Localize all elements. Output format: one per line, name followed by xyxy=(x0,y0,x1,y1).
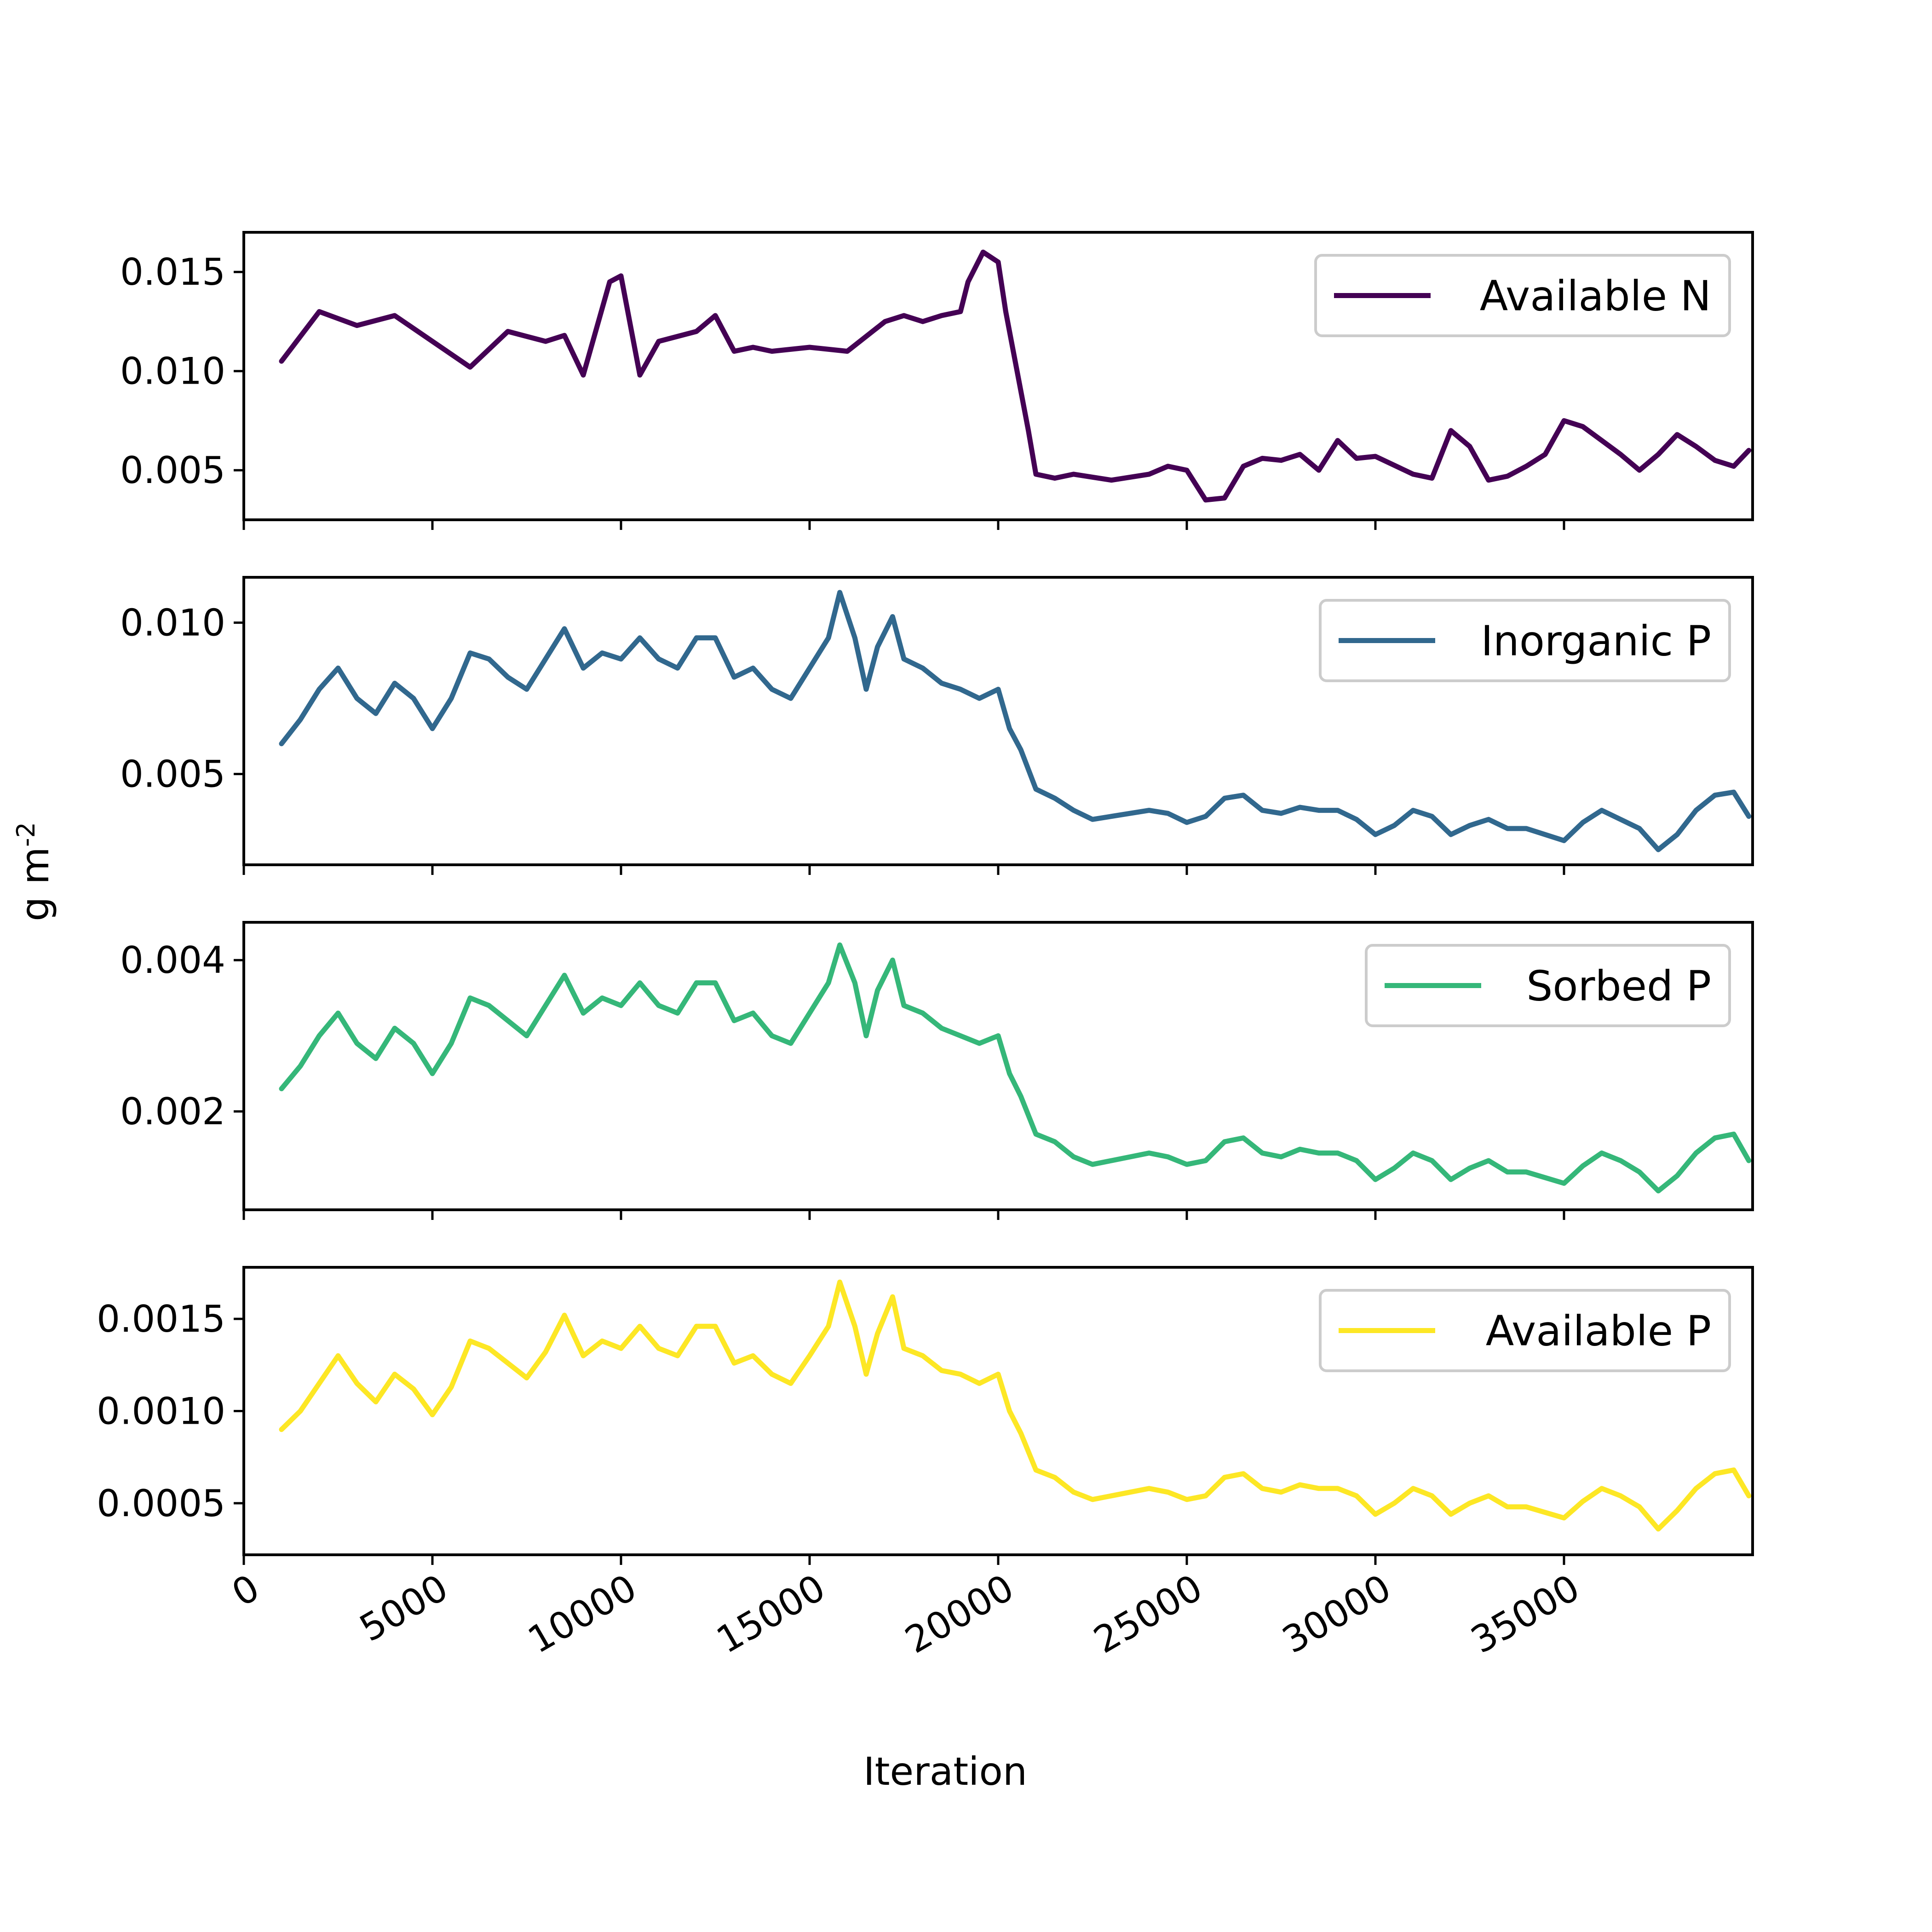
legend-box-3 xyxy=(1319,1289,1731,1372)
x-tick-label-3: 15000 xyxy=(709,1566,832,1662)
series-line-0 xyxy=(279,249,1752,503)
x-tick-label-0: 0 xyxy=(225,1566,267,1615)
y-tick-label-0-2: 0.015 xyxy=(120,251,225,293)
x-axis-label: Iteration xyxy=(863,1749,1027,1794)
series-line-3 xyxy=(279,1279,1752,1532)
legend-box-0 xyxy=(1314,254,1731,337)
y-axis-label: g m-2 xyxy=(12,822,58,921)
y-tick-label-0-1: 0.010 xyxy=(120,350,225,393)
x-tick-label-7: 35000 xyxy=(1464,1566,1587,1662)
y-tick-label-3-2: 0.0015 xyxy=(97,1298,225,1340)
y-tick-label-2-1: 0.004 xyxy=(120,939,225,982)
x-tick-label-6: 30000 xyxy=(1275,1566,1398,1662)
y-tick-label-2-0: 0.002 xyxy=(120,1090,225,1133)
y-tick-label-1-0: 0.005 xyxy=(120,753,225,796)
y-tick-label-1-1: 0.010 xyxy=(120,602,225,644)
y-tick-label-0-0: 0.005 xyxy=(120,449,225,492)
x-tick-label-4: 20000 xyxy=(898,1566,1021,1662)
y-tick-label-3-1: 0.0010 xyxy=(97,1390,225,1433)
legend-box-2 xyxy=(1365,944,1731,1027)
legend-label-0: Available N xyxy=(1480,272,1711,321)
series-line-2 xyxy=(279,942,1752,1194)
x-tick-label-5: 25000 xyxy=(1087,1566,1209,1662)
series-line-1 xyxy=(279,590,1752,852)
legend-label-3: Available P xyxy=(1486,1307,1711,1356)
legend-box-1 xyxy=(1319,599,1731,682)
y-tick-label-3-0: 0.0005 xyxy=(97,1482,225,1525)
x-tick-label-2: 10000 xyxy=(521,1566,644,1662)
legend-label-1: Inorganic P xyxy=(1481,617,1711,666)
x-tick-label-1: 5000 xyxy=(352,1566,455,1650)
legend-label-2: Sorbed P xyxy=(1526,962,1711,1011)
